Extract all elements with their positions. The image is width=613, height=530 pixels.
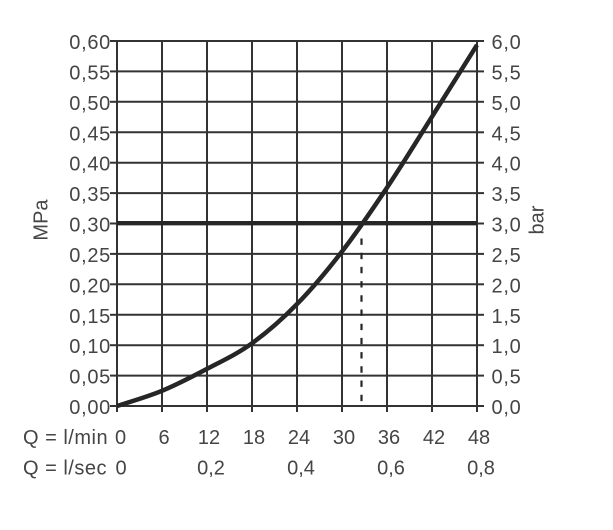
svg-text:0,15: 0,15: [69, 306, 111, 328]
svg-text:4,0: 4,0: [492, 154, 522, 176]
svg-text:12: 12: [198, 427, 220, 449]
svg-text:18: 18: [243, 427, 265, 449]
svg-text:0,0: 0,0: [492, 397, 522, 419]
svg-text:0,5: 0,5: [492, 367, 522, 389]
svg-text:3,5: 3,5: [492, 184, 522, 206]
svg-text:0,20: 0,20: [69, 275, 111, 297]
svg-text:6,0: 6,0: [492, 32, 522, 54]
svg-text:0,30: 0,30: [69, 215, 111, 237]
svg-text:0,25: 0,25: [69, 245, 111, 267]
svg-text:0,55: 0,55: [69, 62, 111, 84]
svg-text:6: 6: [158, 427, 169, 449]
svg-text:3,0: 3,0: [492, 215, 522, 237]
svg-text:0,50: 0,50: [69, 93, 111, 115]
svg-text:bar: bar: [527, 205, 549, 234]
svg-text:MPa: MPa: [31, 199, 53, 241]
svg-text:0,00: 0,00: [69, 397, 111, 419]
svg-text:0,2: 0,2: [197, 458, 225, 480]
svg-text:24: 24: [288, 427, 310, 449]
svg-text:1,5: 1,5: [492, 306, 522, 328]
svg-text:0,35: 0,35: [69, 184, 111, 206]
svg-text:1,0: 1,0: [492, 336, 522, 358]
svg-text:0,10: 0,10: [69, 336, 111, 358]
svg-text:0,6: 0,6: [377, 458, 405, 480]
svg-text:48: 48: [468, 427, 490, 449]
svg-text:0: 0: [115, 427, 126, 449]
svg-text:42: 42: [423, 427, 445, 449]
svg-text:0,8: 0,8: [467, 458, 495, 480]
svg-text:0,45: 0,45: [69, 123, 111, 145]
svg-text:5,5: 5,5: [492, 62, 522, 84]
svg-text:5,0: 5,0: [492, 93, 522, 115]
svg-text:0,60: 0,60: [69, 32, 111, 54]
svg-text:Q = l/sec: Q = l/sec: [23, 458, 107, 480]
svg-text:0,4: 0,4: [287, 458, 315, 480]
svg-text:0: 0: [115, 458, 126, 480]
svg-text:36: 36: [378, 427, 400, 449]
svg-text:0,40: 0,40: [69, 154, 111, 176]
svg-text:30: 30: [333, 427, 355, 449]
svg-text:2,0: 2,0: [492, 275, 522, 297]
svg-text:4,5: 4,5: [492, 123, 522, 145]
svg-text:Q = l/min: Q = l/min: [23, 427, 108, 449]
svg-text:0,05: 0,05: [69, 367, 111, 389]
svg-text:2,5: 2,5: [492, 245, 522, 267]
